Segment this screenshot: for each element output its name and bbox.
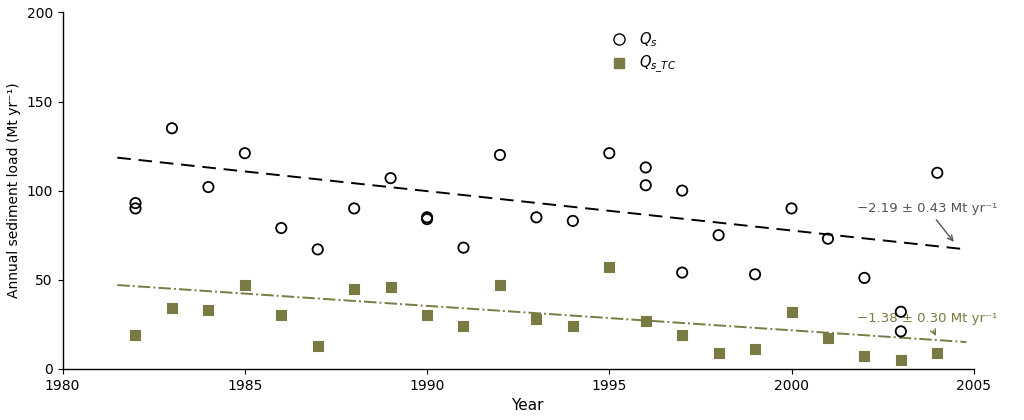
Point <box>746 271 763 278</box>
Point <box>638 318 654 324</box>
Point <box>893 308 909 315</box>
Point <box>309 342 326 349</box>
Point <box>893 357 909 363</box>
Point <box>346 285 362 292</box>
Point <box>929 349 945 356</box>
Point <box>638 164 654 171</box>
Point <box>492 282 508 289</box>
Point <box>893 328 909 335</box>
Point <box>929 169 945 176</box>
Point <box>200 184 216 190</box>
Point <box>820 235 837 242</box>
Point <box>746 346 763 352</box>
Point <box>601 150 617 157</box>
Point <box>346 205 362 212</box>
Point <box>237 282 253 289</box>
Point <box>564 323 581 329</box>
Point <box>127 200 143 207</box>
Point <box>528 214 545 220</box>
Point <box>309 246 326 253</box>
Point <box>492 152 508 158</box>
Point <box>456 323 472 329</box>
Point <box>127 331 143 338</box>
Point <box>164 305 180 312</box>
Point <box>164 125 180 131</box>
Point <box>783 308 800 315</box>
Point <box>528 315 545 322</box>
Point <box>382 284 398 290</box>
Point <box>674 187 690 194</box>
Point <box>456 244 472 251</box>
Text: −1.38 ± 0.30 Mt yr⁻¹: −1.38 ± 0.30 Mt yr⁻¹ <box>857 312 997 335</box>
Point <box>419 312 435 319</box>
Point <box>127 205 143 212</box>
Point <box>638 182 654 189</box>
Point <box>601 264 617 270</box>
Text: −2.19 ± 0.43 Mt yr⁻¹: −2.19 ± 0.43 Mt yr⁻¹ <box>857 202 997 241</box>
Point <box>419 214 435 220</box>
Point <box>674 331 690 338</box>
Point <box>382 175 398 181</box>
X-axis label: Year: Year <box>511 398 544 413</box>
Y-axis label: Annual sediment load (Mt yr⁻¹): Annual sediment load (Mt yr⁻¹) <box>7 83 20 299</box>
Point <box>820 335 837 342</box>
Point <box>856 275 872 281</box>
Point <box>419 216 435 223</box>
Point <box>674 269 690 276</box>
Point <box>856 353 872 360</box>
Point <box>237 150 253 157</box>
Point <box>273 312 290 319</box>
Point <box>564 218 581 224</box>
Legend: $Q_s$, $Q_{s\_TC}$: $Q_s$, $Q_{s\_TC}$ <box>604 30 677 75</box>
Point <box>711 232 727 239</box>
Point <box>711 349 727 356</box>
Point <box>273 225 290 231</box>
Point <box>783 205 800 212</box>
Point <box>200 307 216 313</box>
